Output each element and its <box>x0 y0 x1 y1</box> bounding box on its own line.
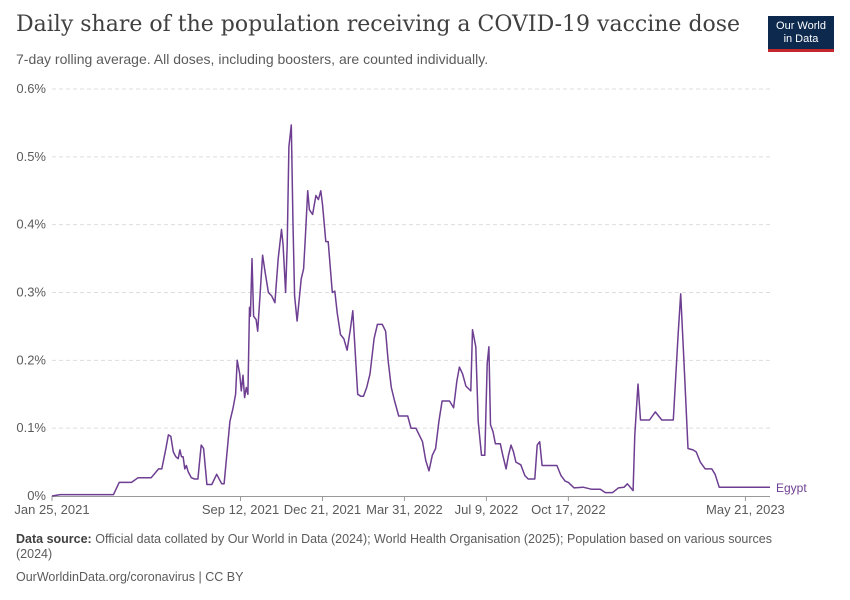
y-tick-label: 0.1% <box>16 420 46 435</box>
x-tick-label: Sep 12, 2021 <box>202 502 279 517</box>
source-text: Official data collated by Our World in D… <box>16 532 772 561</box>
series-line-egypt <box>51 124 770 497</box>
logo-line-1: Our World <box>776 20 826 32</box>
y-tick-label: 0.5% <box>16 149 46 164</box>
y-tick-label: 0.3% <box>16 285 46 300</box>
source-label: Data source: <box>16 532 92 546</box>
data-source-note: Data source: Official data collated by O… <box>16 532 796 562</box>
axes: 0% 0.1% 0.2% 0.3% 0.4% 0.5% 0.6% Jan 25, 2021 Se… <box>14 81 784 517</box>
y-tick-label: 0.2% <box>16 352 46 367</box>
series-label: Egypt <box>776 481 807 495</box>
gridlines <box>52 88 770 429</box>
x-tick-label: Oct 17, 2022 <box>531 502 605 517</box>
x-tick-label: Jan 25, 2021 <box>14 502 89 517</box>
logo-line-2: in Data <box>783 33 819 45</box>
y-tick-label: 0% <box>27 488 46 503</box>
chart-title: Daily share of the population receiving … <box>16 12 741 37</box>
owid-logo[interactable]: Our World in Data <box>768 16 834 52</box>
y-tick-label: 0.6% <box>16 81 46 96</box>
y-tick-label: 0.4% <box>16 217 46 232</box>
chart-subtitle: 7-day rolling average. All doses, includ… <box>16 51 489 67</box>
series-layer: Egypt <box>51 124 807 497</box>
x-tick-label: Dec 21, 2021 <box>284 502 361 517</box>
credit-link[interactable]: OurWorldinData.org/coronavirus | CC BY <box>16 570 244 584</box>
x-tick-label: Mar 31, 2022 <box>366 502 443 517</box>
x-tick-label: Jul 9, 2022 <box>455 502 519 517</box>
x-tick-label: May 21, 2023 <box>706 502 785 517</box>
